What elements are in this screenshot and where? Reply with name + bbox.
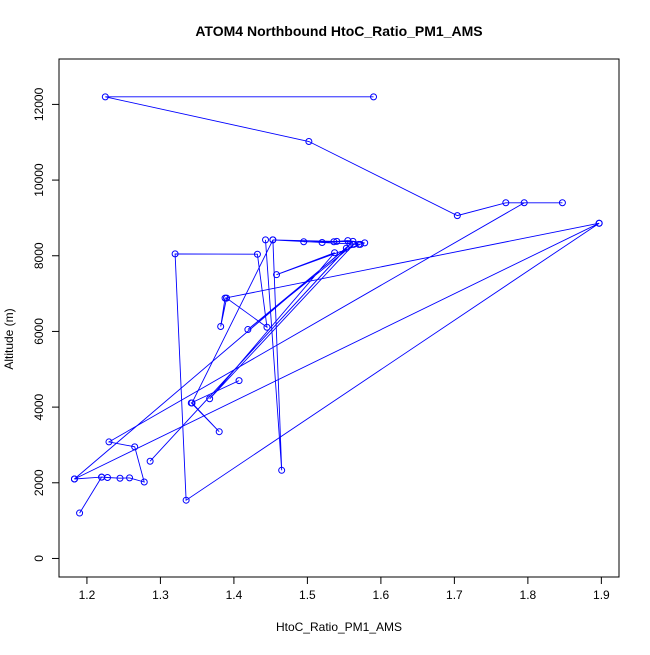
data-point [253, 250, 261, 258]
data-point [344, 237, 352, 245]
y-tick-label: 0 [32, 555, 46, 562]
y-tick-label: 4000 [32, 393, 46, 420]
data-point [126, 474, 134, 482]
y-axis: 0 2000 4000 6000 8000 10000 12000 [32, 87, 60, 562]
data-point [595, 219, 603, 227]
x-tick-label: 1.5 [299, 588, 316, 602]
data-point [305, 137, 313, 145]
data-point [140, 478, 148, 486]
data-point [171, 250, 179, 258]
data-point [105, 438, 113, 446]
x-tick-label: 1.9 [593, 588, 610, 602]
data-point [217, 323, 225, 331]
data-point [356, 240, 364, 248]
data-point [131, 443, 139, 451]
data-point [361, 239, 369, 247]
data-point [262, 236, 270, 244]
x-axis: 1.2 1.3 1.4 1.5 1.6 1.7 1.8 1.9 [79, 576, 610, 602]
data-point [188, 399, 196, 407]
data-point [215, 428, 223, 436]
data-point [70, 475, 78, 483]
x-tick-label: 1.3 [152, 588, 169, 602]
series-line [190, 239, 283, 471]
chart-title: ATOM4 Northbound HtoC_Ratio_PM1_AMS [195, 23, 482, 39]
data-point [101, 93, 109, 101]
data-point [263, 323, 271, 331]
data-point [235, 377, 243, 385]
data-point [104, 473, 112, 481]
data-point [350, 240, 358, 248]
x-tick-label: 1.8 [520, 588, 537, 602]
data-point [146, 457, 154, 465]
y-tick-label: 10000 [32, 163, 46, 197]
y-tick-label: 12000 [32, 87, 46, 121]
x-tick-label: 1.6 [373, 588, 390, 602]
x-axis-label: HtoC_Ratio_PM1_AMS [276, 620, 402, 634]
data-point [182, 496, 190, 504]
data-point [330, 238, 338, 246]
data-point [273, 271, 281, 279]
y-tick-label: 6000 [32, 318, 46, 345]
x-tick-label: 1.7 [446, 588, 463, 602]
series-layer [70, 93, 603, 517]
data-point [223, 294, 231, 302]
series-line [74, 239, 365, 480]
data-point [116, 474, 124, 482]
y-axis-label: Altitude (m) [2, 308, 16, 369]
data-point [76, 509, 84, 517]
data-point [98, 473, 106, 481]
data-point [502, 199, 510, 207]
data-point [206, 395, 214, 403]
y-tick-label: 2000 [32, 469, 46, 496]
data-point [278, 466, 286, 474]
data-point [346, 240, 354, 248]
x-tick-label: 1.2 [79, 588, 96, 602]
data-point [269, 236, 277, 244]
y-tick-label: 8000 [32, 242, 46, 269]
data-point [520, 199, 528, 207]
x-tick-label: 1.4 [226, 588, 243, 602]
data-point [244, 326, 252, 334]
data-point [300, 238, 308, 246]
data-point [342, 244, 350, 252]
data-point [318, 239, 326, 247]
data-point [370, 93, 378, 101]
data-point [331, 249, 339, 257]
data-point [558, 199, 566, 207]
data-point [333, 237, 341, 245]
data-point [453, 212, 461, 220]
